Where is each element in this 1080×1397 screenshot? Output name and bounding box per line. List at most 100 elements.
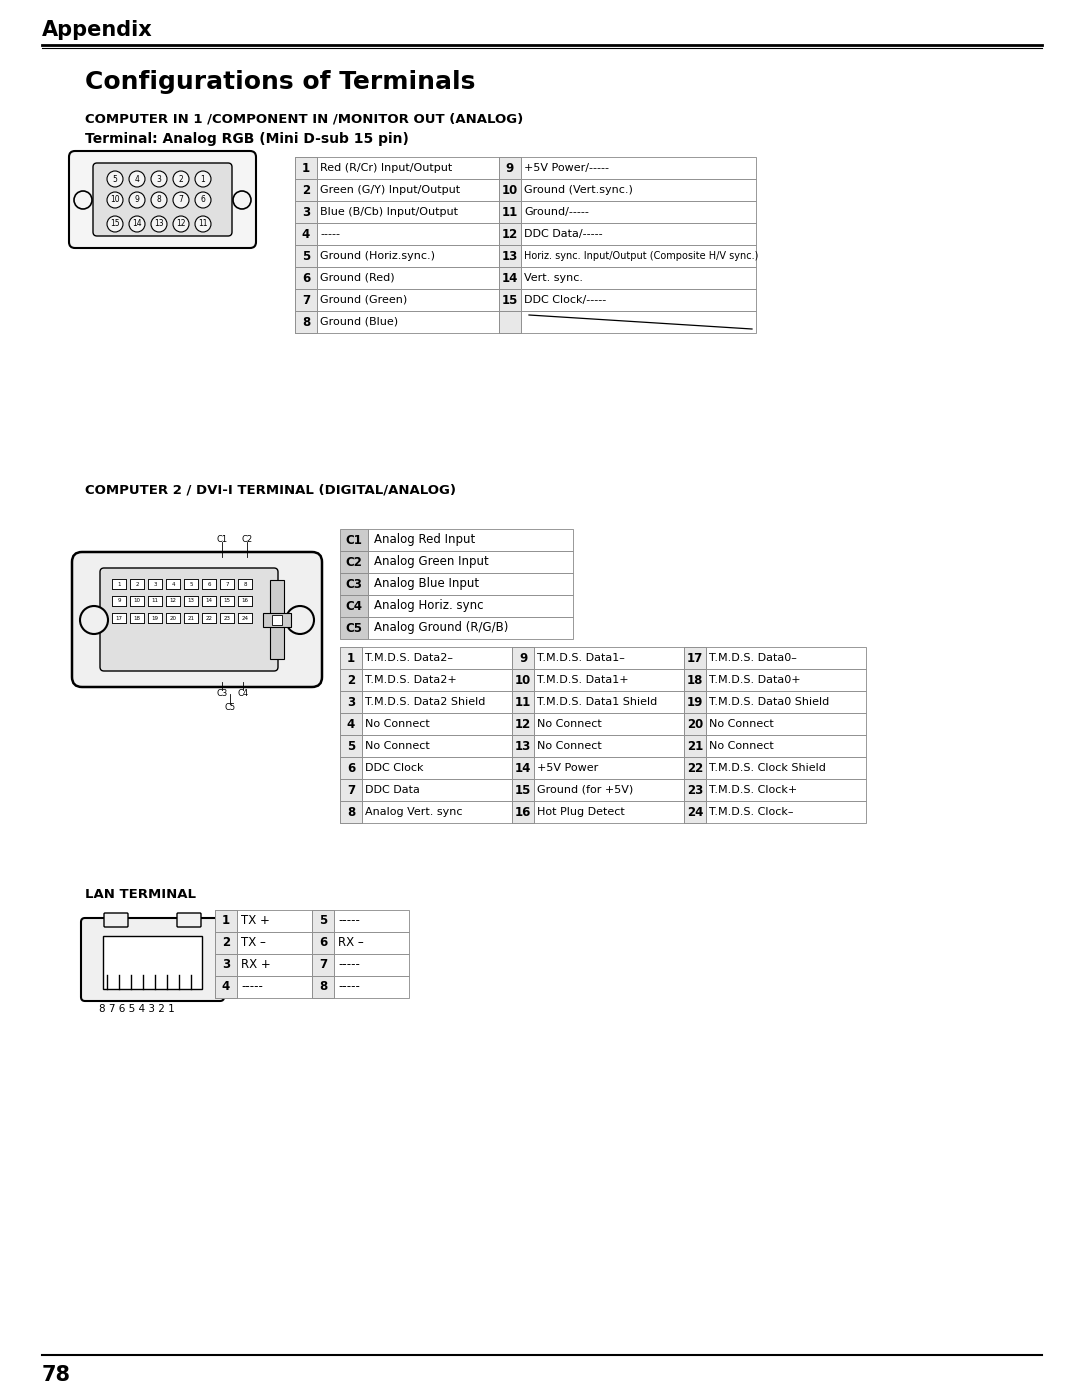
Bar [512,757,534,780]
Bar [340,647,362,669]
Text: 23: 23 [687,784,703,796]
Text: C3: C3 [346,577,363,591]
Text: 8: 8 [319,981,327,993]
Bar [166,613,180,623]
Circle shape [173,217,189,232]
Bar [499,289,521,312]
Text: DDC Data: DDC Data [365,785,420,795]
Bar [112,613,126,623]
Text: C2: C2 [346,556,363,569]
FancyBboxPatch shape [104,914,129,928]
Bar [499,312,521,332]
Bar [295,312,318,332]
Text: 3: 3 [153,581,157,587]
Circle shape [129,217,145,232]
Bar [270,580,284,659]
Text: 2: 2 [347,673,355,686]
Bar [295,312,318,332]
Text: 20: 20 [170,616,177,620]
Bar [220,597,234,606]
Bar [499,156,521,179]
Text: 17: 17 [687,651,703,665]
Bar [318,289,499,312]
Text: 14: 14 [205,598,213,604]
Text: 4: 4 [302,228,310,240]
FancyBboxPatch shape [81,918,224,1002]
Bar [215,977,237,997]
Text: No Connect: No Connect [708,740,773,752]
Bar [521,179,756,201]
Bar [362,647,512,669]
Bar [362,669,512,692]
Bar [684,800,706,823]
Text: 17: 17 [116,616,122,620]
Text: 19: 19 [687,696,703,708]
Text: 18: 18 [687,673,703,686]
Text: No Connect: No Connect [708,719,773,729]
Bar [340,573,368,595]
Bar [362,692,512,712]
Bar [499,179,521,201]
Text: 15: 15 [110,219,120,229]
Text: 1: 1 [302,162,310,175]
Text: 21: 21 [187,616,194,620]
Text: 4: 4 [135,175,139,183]
Text: -----: ----- [338,915,360,928]
Bar [295,224,318,244]
Bar [112,578,126,590]
Bar [684,692,706,712]
Bar [512,780,534,800]
Bar [684,647,706,669]
Bar [238,597,252,606]
Text: 15: 15 [502,293,518,306]
Text: Ground (Vert.sync.): Ground (Vert.sync.) [524,184,633,196]
Bar [202,597,216,606]
Text: 22: 22 [687,761,703,774]
Text: 5: 5 [319,915,327,928]
Text: 1: 1 [201,175,205,183]
Bar [368,550,573,573]
Text: Analog Green Input: Analog Green Input [374,556,489,569]
Text: 6: 6 [347,761,355,774]
Bar [334,932,409,954]
Text: C5: C5 [346,622,363,634]
Text: 12: 12 [170,598,177,604]
Text: -----: ----- [338,981,360,993]
Text: 13: 13 [188,598,194,604]
Circle shape [195,191,211,208]
Bar [521,244,756,267]
Text: 15: 15 [515,784,531,796]
Text: Ground (for +5V): Ground (for +5V) [537,785,633,795]
Bar [312,954,334,977]
Text: -----: ----- [241,981,262,993]
Bar [237,954,312,977]
Bar [684,735,706,757]
Bar [706,647,866,669]
Text: 3: 3 [153,581,157,587]
Text: 7: 7 [178,196,184,204]
Text: 5: 5 [302,250,310,263]
Text: 14: 14 [515,761,531,774]
Bar [684,780,706,800]
Bar [148,597,162,606]
Bar [684,712,706,735]
Circle shape [151,170,167,187]
Text: DDC Clock/-----: DDC Clock/----- [524,295,606,305]
Bar [202,578,216,590]
Text: TX +: TX + [241,915,270,928]
Text: T.M.D.S. Data1 Shield: T.M.D.S. Data1 Shield [537,697,658,707]
Bar [512,669,534,692]
Text: 3: 3 [302,205,310,218]
Bar [706,780,866,800]
Text: T.M.D.S. Data0–: T.M.D.S. Data0– [708,652,797,664]
Text: 8: 8 [347,806,355,819]
Bar [512,647,534,669]
Bar [184,578,198,590]
Bar [362,800,512,823]
Text: 23: 23 [222,616,231,620]
Bar [318,244,499,267]
Bar [295,179,318,201]
Text: C1: C1 [216,535,228,543]
Bar [220,578,234,590]
Text: T.M.D.S. Clock+: T.M.D.S. Clock+ [708,785,797,795]
